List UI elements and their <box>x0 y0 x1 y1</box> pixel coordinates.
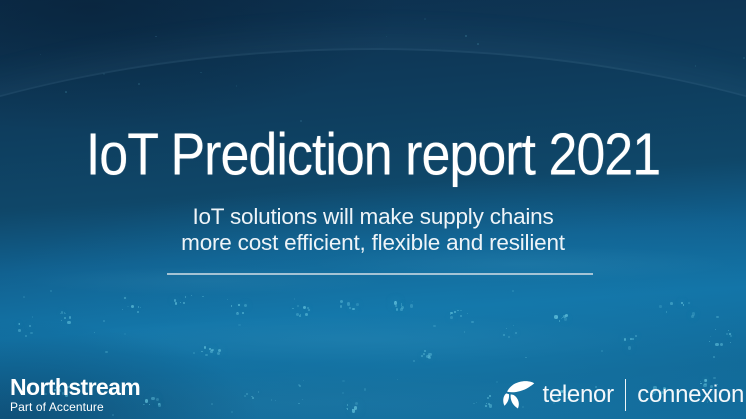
northstream-tagline: Part of Accenture <box>10 400 104 414</box>
divider-line <box>167 273 593 275</box>
telenor-wordmark: telenor <box>542 380 614 408</box>
connexion-wordmark: connexion <box>637 380 744 408</box>
northstream-wordmark: Northstream <box>10 374 141 400</box>
logo-divider-bar <box>624 378 627 411</box>
subtitle-line-2: more cost efficient, flexible and resili… <box>181 230 565 255</box>
telenor-propeller-icon <box>503 381 535 409</box>
northstream-logo: Northstream Part of Accenture <box>10 374 141 415</box>
slide-title: IoT Prediction report 2021 <box>85 122 661 189</box>
subtitle-line-1: IoT solutions will make supply chains <box>192 204 554 229</box>
slide-subtitle: IoT solutions will make supply chains mo… <box>0 204 746 256</box>
telenor-connexion-logo: telenor connexion <box>502 377 744 412</box>
